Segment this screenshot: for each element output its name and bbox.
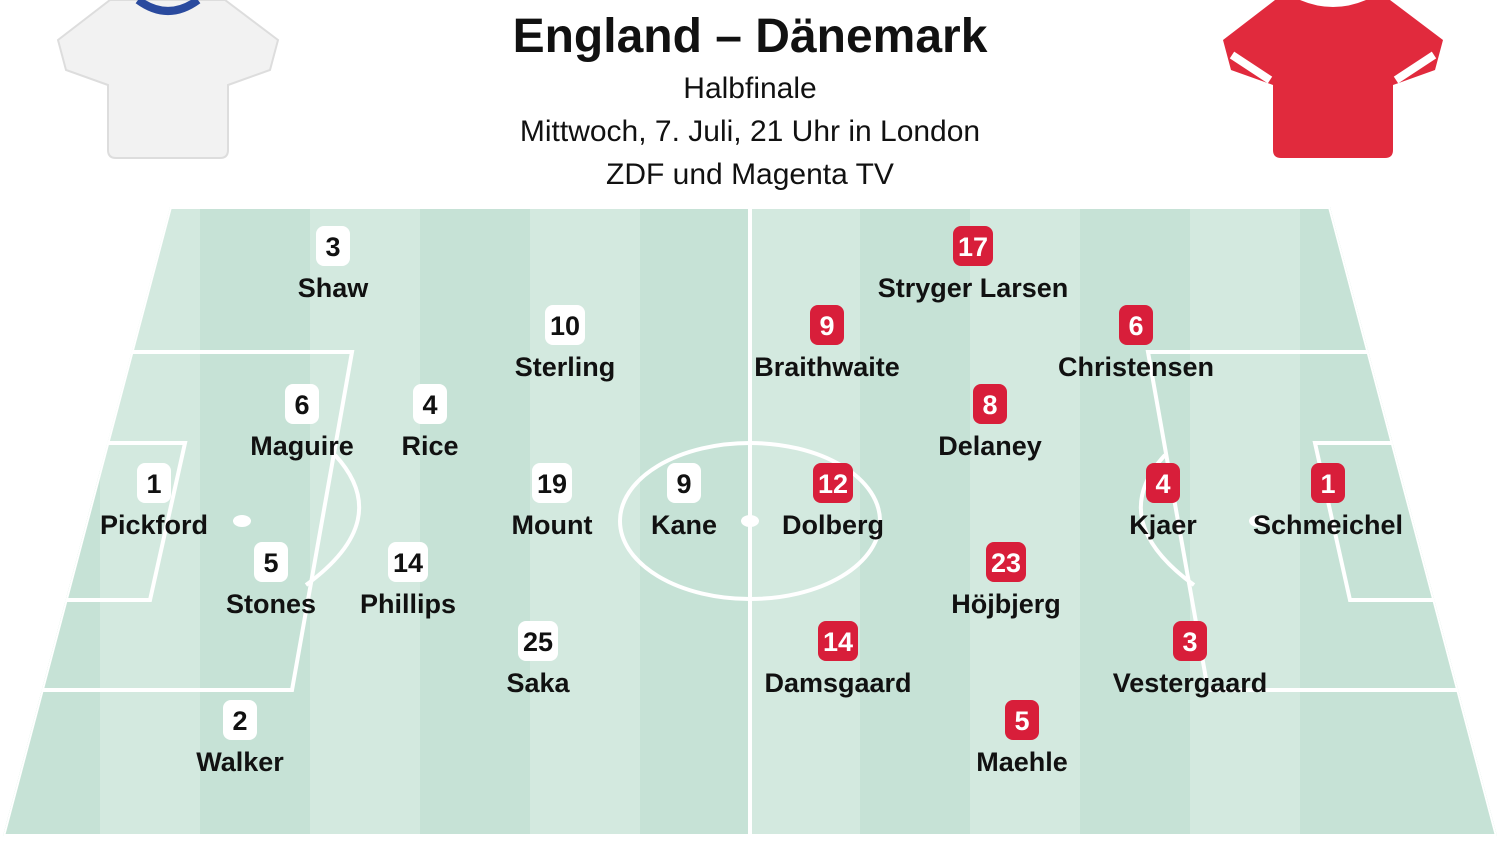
player: 9 Braithwaite: [754, 305, 900, 382]
number-badge: [986, 542, 1026, 582]
subtitle: ZDF und Magenta TV: [606, 158, 894, 191]
player-number: 4: [1155, 469, 1170, 499]
number-badge: [388, 542, 428, 582]
number-badge: [518, 621, 558, 661]
player: 4 Rice: [401, 384, 459, 461]
player: 17 Stryger Larsen: [878, 226, 1069, 303]
player-name: Stryger Larsen: [878, 273, 1069, 303]
player-number: 12: [818, 469, 848, 499]
player-name: Kjaer: [1129, 510, 1197, 540]
players: 3Shaw10Sterling6Maguire4Rice1Pickford19M…: [100, 226, 1403, 777]
player-number: 6: [1128, 311, 1143, 341]
player-name: Christensen: [1058, 352, 1214, 382]
player: 12 Dolberg: [782, 463, 884, 540]
player: 10 Sterling: [515, 305, 616, 382]
player: 3 Shaw: [298, 226, 370, 303]
player-name: Pickford: [100, 510, 208, 540]
player-number: 1: [146, 469, 161, 499]
player-number: 25: [523, 627, 553, 657]
player-number: 19: [537, 469, 567, 499]
number-badge: [1173, 621, 1207, 661]
player-name: Walker: [196, 747, 284, 777]
title: England – Dänemark: [513, 10, 988, 63]
number-badge: [667, 463, 701, 503]
player-name: Damsgaard: [764, 668, 911, 698]
number-badge: [953, 226, 993, 266]
number-badge: [413, 384, 447, 424]
player: 14 Damsgaard: [764, 621, 912, 698]
player-name: Höjbjerg: [951, 589, 1061, 619]
number-badge: [1119, 305, 1153, 345]
player-number: 6: [294, 390, 309, 420]
player: 9 Kane: [651, 463, 717, 540]
number-badge: [810, 305, 844, 345]
player-number: 4: [422, 390, 437, 420]
player-number: 1: [1320, 469, 1335, 499]
player: 19 Mount: [512, 463, 593, 540]
player: 4 Kjaer: [1129, 463, 1197, 540]
player-number: 23: [991, 548, 1021, 578]
player-number: 9: [819, 311, 834, 341]
player: 25 Saka: [506, 621, 571, 698]
player-number: 14: [823, 627, 853, 657]
denmark-shirt: [1223, 0, 1443, 158]
player: 5 Stones: [226, 542, 316, 619]
player-number: 3: [325, 232, 340, 262]
player: 2 Walker: [196, 700, 284, 777]
player-name: Sterling: [515, 352, 616, 382]
player-name: Maehle: [976, 747, 1068, 777]
player: 6 Christensen: [1058, 305, 1214, 382]
player-name: Vestergaard: [1113, 668, 1268, 698]
subtitle: Halbfinale: [683, 72, 816, 105]
player: 14 Phillips: [360, 542, 456, 619]
number-badge: [1005, 700, 1039, 740]
player-number: 8: [982, 390, 997, 420]
england-shirt: [56, 0, 280, 159]
player-number: 10: [550, 311, 580, 341]
player: 23 Höjbjerg: [951, 542, 1061, 619]
player-number: 2: [232, 706, 247, 736]
player-number: 5: [1014, 706, 1029, 736]
player-name: Stones: [226, 589, 316, 619]
number-badge: [137, 463, 171, 503]
player: 8 Delaney: [938, 384, 1042, 461]
player: 5 Maehle: [976, 700, 1068, 777]
number-badge: [532, 463, 572, 503]
player-number: 5: [263, 548, 278, 578]
player-name: Mount: [512, 510, 593, 540]
player-number: 17: [958, 232, 988, 262]
number-badge: [254, 542, 288, 582]
player-name: Saka: [506, 668, 570, 698]
number-badge: [223, 700, 257, 740]
player-number: 9: [676, 469, 691, 499]
player-number: 3: [1182, 627, 1197, 657]
player-number: 14: [393, 548, 423, 578]
player: 1 Schmeichel: [1253, 463, 1403, 540]
player-name: Kane: [651, 510, 717, 540]
number-badge: [285, 384, 319, 424]
player-name: Delaney: [938, 431, 1042, 461]
number-badge: [1311, 463, 1345, 503]
number-badge: [545, 305, 585, 345]
player: 6 Maguire: [250, 384, 354, 461]
player-name: Shaw: [298, 273, 370, 303]
player-name: Phillips: [360, 589, 456, 619]
player-name: Braithwaite: [754, 352, 900, 382]
player: 3 Vestergaard: [1113, 621, 1268, 698]
number-badge: [813, 463, 853, 503]
player-name: Schmeichel: [1253, 510, 1403, 540]
number-badge: [1146, 463, 1180, 503]
number-badge: [973, 384, 1007, 424]
player-name: Dolberg: [782, 510, 884, 540]
player-name: Maguire: [250, 431, 354, 461]
player-name: Rice: [401, 431, 458, 461]
subtitle: Mittwoch, 7. Juli, 21 Uhr in London: [520, 115, 980, 148]
number-badge: [818, 621, 858, 661]
player: 1 Pickford: [100, 463, 208, 540]
number-badge: [316, 226, 350, 266]
